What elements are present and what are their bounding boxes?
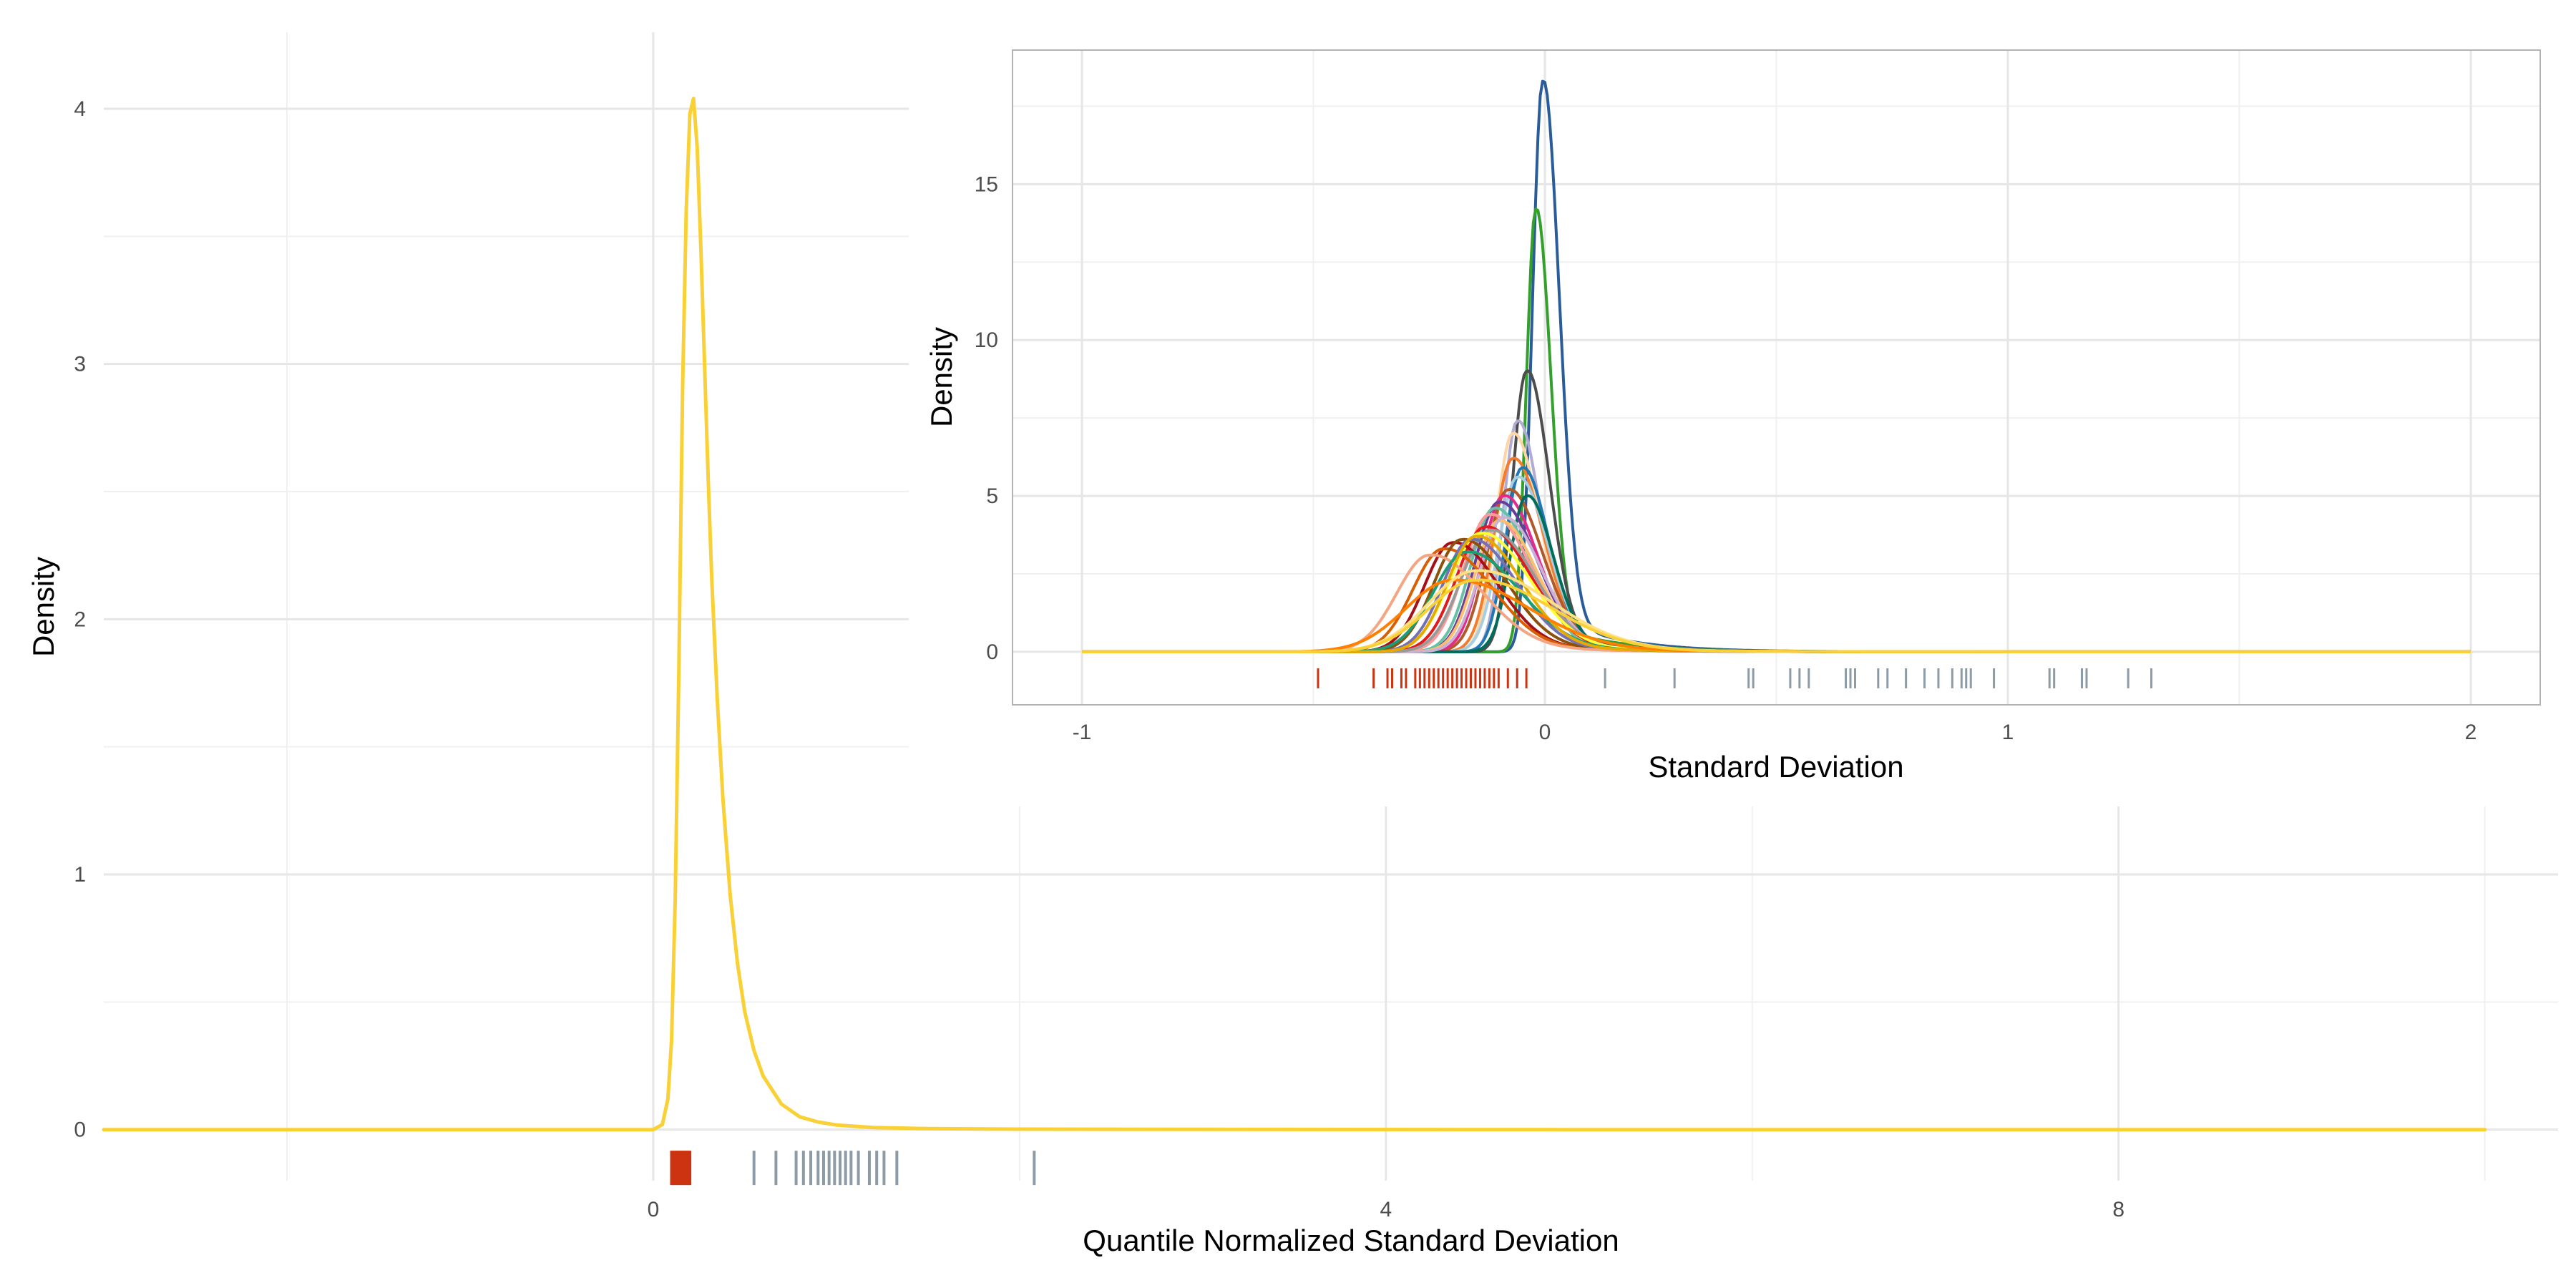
inset-y-tick-label: 15 — [975, 172, 998, 196]
main-y-tick-label: 1 — [74, 863, 86, 887]
main-y-tick-label: 2 — [74, 608, 86, 631]
main-density-curve — [102, 97, 2487, 1132]
inset-panel-border — [1012, 49, 2541, 706]
main-y-axis-title: Density — [26, 557, 60, 657]
inset-chart: -1 0 1 2 0 5 10 15 Standard Deviation Density — [909, 30, 2576, 806]
inset-x-tick-label: -1 — [1073, 721, 1092, 744]
main-x-axis-title: Quantile Normalized Standard Deviation — [1083, 1224, 1619, 1257]
main-x-tick-label: 8 — [2112, 1198, 2124, 1221]
inset-rug-marks — [1317, 668, 2153, 688]
inset-x-tick-label: 2 — [2465, 721, 2477, 744]
main-x-tick-label: 0 — [648, 1198, 660, 1221]
inset-density-curve — [1082, 578, 2471, 653]
inset-y-tick-label: 5 — [986, 484, 998, 508]
inset-x-axis-title: Standard Deviation — [1648, 750, 1903, 784]
main-x-tick-labels: 0 4 8 — [648, 1198, 2124, 1221]
main-rug-marks — [670, 1151, 1036, 1186]
inset-x-tick-label: 0 — [1539, 721, 1551, 744]
inset-y-tick-label: 0 — [986, 640, 998, 664]
main-x-tick-label: 4 — [1380, 1198, 1392, 1221]
main-y-tick-label: 4 — [74, 97, 86, 121]
inset-y-tick-labels: 0 5 10 15 — [975, 172, 998, 664]
inset-density-curves — [1082, 79, 2471, 653]
inset-x-tick-labels: -1 0 1 2 — [1073, 721, 2477, 744]
main-y-tick-label: 0 — [74, 1118, 86, 1142]
main-y-tick-label: 3 — [74, 353, 86, 376]
inset-y-axis-title: Density — [924, 327, 958, 427]
inset-y-tick-label: 10 — [975, 328, 998, 352]
inset-grid-minor — [1013, 50, 2540, 705]
main-density-curves — [102, 97, 2487, 1132]
main-y-tick-labels: 0 1 2 3 4 — [74, 97, 86, 1142]
inset-x-tick-label: 1 — [2002, 721, 2014, 744]
